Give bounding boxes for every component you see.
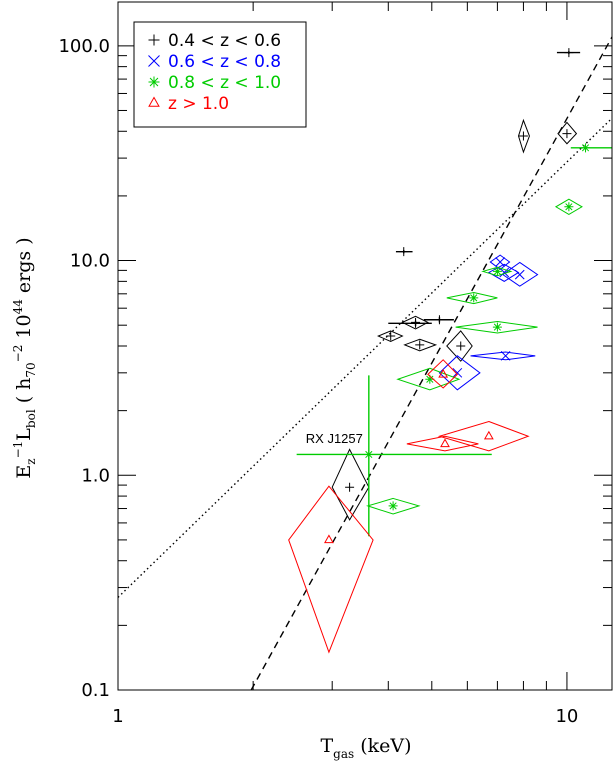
data-point [438,368,449,378]
data-point [452,367,463,378]
error-diamond [438,355,481,391]
x-tick-label: 1 [112,706,123,727]
data-point [434,315,444,325]
legend-marker [148,96,160,107]
error-diamond [331,448,370,521]
y-tick-label: 100.0 [58,36,110,57]
annotations: RX J1257 [306,431,363,446]
tick-labels: 1 10 0.1 1.0 10.0 100.0 [58,36,578,727]
data-point [364,449,374,459]
y-tick-label: 0.1 [81,680,110,701]
series-cross [438,254,539,391]
y-tick-label: 1.0 [81,465,110,486]
error-diamond [487,263,520,282]
error-diamond [446,330,473,362]
dotted-fit-line [118,117,612,598]
data-point [388,501,398,511]
fit-lines [118,36,612,690]
error-diamond [288,485,374,654]
error-diamond [437,420,530,452]
axis-ticks [117,2,612,691]
data-point [469,293,479,303]
data-point [399,247,409,257]
data-point [386,331,396,341]
error-diamond [455,321,538,334]
data-point [499,267,510,278]
error-diamond [403,338,438,352]
dashed-fit-line [250,36,612,690]
x-tick-label: 10 [555,706,578,727]
annotation-label: RX J1257 [306,431,363,446]
error-diamond [517,118,530,154]
error-diamond [401,315,429,330]
data-point [425,374,435,384]
legend-label: z > 1.0 [168,94,229,114]
legend-box [133,21,307,128]
error-diamond [377,330,404,342]
data-point [456,341,466,351]
error-diamond [446,291,498,305]
data-point [411,317,421,327]
legend: 0.4 < z < 0.60.6 < z < 0.80.8 < z < 1.0z… [133,21,307,128]
data-point [492,322,502,332]
data-point [564,202,574,212]
data-point [483,430,494,440]
error-diamond [366,497,421,515]
data-point [440,438,450,448]
legend-marker [148,76,160,88]
series-triangle [288,359,530,654]
legend-label: 0.6 < z < 0.8 [168,52,281,72]
data-point [345,482,355,492]
legend-label: 0.4 < z < 0.6 [168,31,281,51]
series-plus [331,48,581,521]
data-point [562,129,572,139]
data-point [492,266,502,276]
error-diamond [396,367,461,391]
y-tick-label: 10.0 [70,251,110,272]
data-point [581,143,591,153]
data-point [564,48,574,58]
error-diamond [427,359,459,389]
data-point [324,534,334,544]
legend-marker [148,34,160,46]
legend-marker [148,55,160,67]
legend-label: 0.8 < z < 1.0 [168,73,281,93]
series-asterisk [296,143,612,537]
error-diamond [406,435,479,452]
error-diamond [470,351,536,361]
x-axis-title: Tgas (keV) [320,735,411,761]
data-point [518,131,528,141]
data-point [415,340,425,350]
error-diamond [554,198,583,216]
data-point [514,269,525,280]
data-points [288,48,612,654]
data-point [500,350,511,361]
error-diamond [557,121,578,145]
y-axis-title: Ez−1Lbol ( h70−2 1044 ergs ) [11,237,38,478]
